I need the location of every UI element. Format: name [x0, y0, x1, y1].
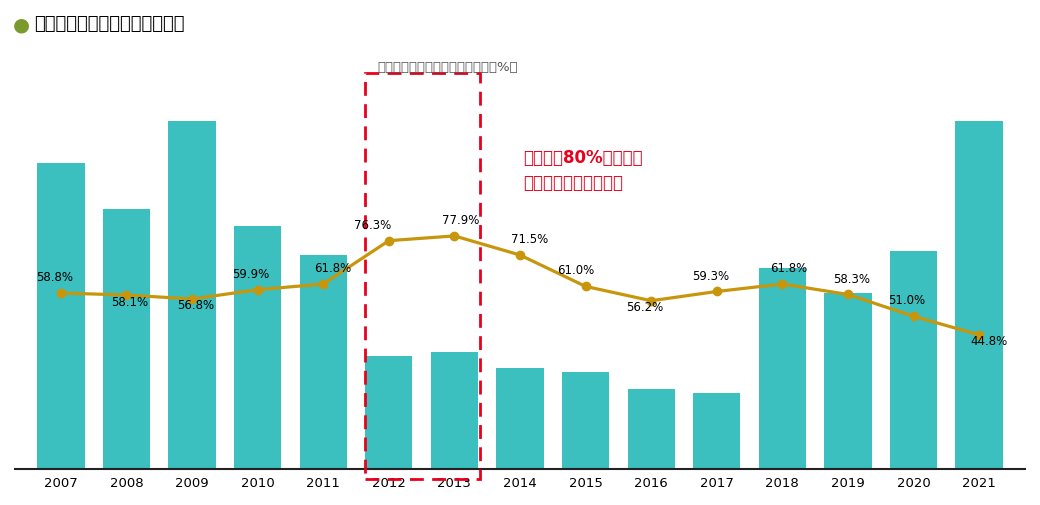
- Bar: [431, 351, 478, 469]
- Text: 61.8%: 61.8%: [314, 262, 352, 275]
- Bar: [825, 293, 872, 469]
- Bar: [234, 226, 281, 469]
- Text: 56.2%: 56.2%: [626, 301, 664, 314]
- Text: 77.9%: 77.9%: [442, 214, 479, 227]
- Text: 58.1%: 58.1%: [111, 295, 149, 309]
- Text: ●: ●: [12, 15, 29, 34]
- Bar: [365, 356, 413, 469]
- Text: 59.3%: 59.3%: [692, 270, 729, 282]
- Text: 任天堂の売上高と原価率の推移: 任天堂の売上高と原価率の推移: [34, 15, 185, 33]
- Text: 58.8%: 58.8%: [35, 271, 73, 284]
- Text: 56.8%: 56.8%: [177, 299, 214, 313]
- Bar: [956, 122, 1003, 469]
- Text: 58.3%: 58.3%: [833, 273, 869, 285]
- Bar: [759, 268, 806, 469]
- Text: 76.3%: 76.3%: [354, 219, 391, 232]
- Bar: [562, 373, 609, 469]
- Bar: [890, 251, 937, 469]
- Text: 71.5%: 71.5%: [512, 233, 548, 246]
- Bar: [37, 163, 84, 469]
- Bar: [627, 389, 675, 469]
- Text: 59.9%: 59.9%: [233, 268, 269, 281]
- Text: 44.8%: 44.8%: [970, 335, 1008, 348]
- Text: 61.0%: 61.0%: [557, 265, 595, 277]
- Bar: [496, 368, 544, 469]
- Bar: [103, 209, 150, 469]
- Bar: [300, 256, 347, 469]
- Bar: [168, 122, 215, 469]
- Text: 原価率が80%近くまで
上昇している背景は？: 原価率が80%近くまで 上昇している背景は？: [523, 149, 643, 192]
- Bar: [693, 393, 740, 469]
- Text: 任天堂：売上高と原価率の推移（%）: 任天堂：売上高と原価率の推移（%）: [376, 61, 518, 74]
- Text: 51.0%: 51.0%: [888, 294, 926, 308]
- Text: 61.8%: 61.8%: [771, 262, 807, 275]
